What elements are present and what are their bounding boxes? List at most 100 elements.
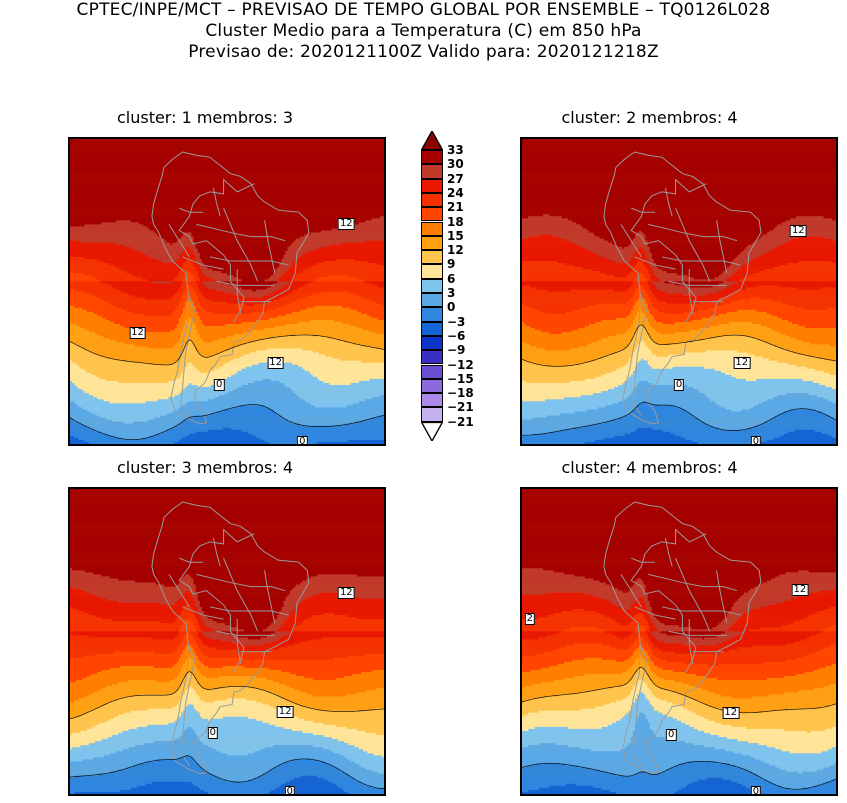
map-plot-cluster-4[interactable]: 212120015N10N5NEQ5S10S15S20S25S30S35S40S… xyxy=(520,487,838,796)
contour-label: 12 xyxy=(337,586,355,599)
y-axis-tick xyxy=(68,591,70,592)
y-axis-tick xyxy=(68,200,70,201)
y-axis-tick xyxy=(68,424,70,425)
y-axis-tick xyxy=(68,692,70,693)
panel-cluster-3: cluster: 3 membros: 4 12120015N10N5NEQ5S… xyxy=(0,458,410,803)
x-axis-tick xyxy=(258,794,259,796)
y-axis-tick xyxy=(520,753,522,754)
colorbar-under-arrow xyxy=(421,421,443,441)
x-axis-tick xyxy=(87,794,88,796)
x-axis-tick xyxy=(744,444,745,446)
colorbar-tick-label: 0 xyxy=(447,300,456,315)
y-axis-tick xyxy=(68,550,70,551)
x-axis-tick xyxy=(641,794,642,796)
y-axis-tick xyxy=(68,774,70,775)
x-axis-tick xyxy=(360,794,361,796)
x-axis-tick xyxy=(607,794,608,796)
temperature-field-cluster-4 xyxy=(522,489,836,794)
colorbar-swatch xyxy=(421,321,443,336)
y-axis-tick xyxy=(68,509,70,510)
colorbar-tick-label: 33 xyxy=(447,143,464,157)
y-axis-tick xyxy=(68,220,70,221)
y-axis-tick xyxy=(520,591,522,592)
x-axis-tick xyxy=(573,794,574,796)
panel-title-cluster-1: cluster: 1 membros: 3 xyxy=(116,108,294,127)
colorbar-swatch xyxy=(421,221,443,236)
temperature-colorbar[interactable]: 33 30 27 24 21 18 15 12 9 6 3 0 −3 −6 −9 −12 −15 −18 −21 −2… xyxy=(421,131,481,441)
colorbar-swatch xyxy=(421,393,443,408)
y-axis-tick xyxy=(68,383,70,384)
temperature-field-cluster-3 xyxy=(70,489,384,794)
colorbar-swatch xyxy=(421,250,443,265)
contour-label: 12 xyxy=(276,705,294,718)
y-axis-tick xyxy=(68,652,70,653)
x-axis-tick xyxy=(607,444,608,446)
colorbar-tick-label: −18 xyxy=(447,386,474,401)
colorbar-swatch xyxy=(421,207,443,222)
y-axis-tick xyxy=(520,733,522,734)
y-axis-tick xyxy=(520,261,522,262)
contour-label: 0 xyxy=(284,786,295,794)
y-axis-tick xyxy=(520,302,522,303)
x-axis-tick xyxy=(258,444,259,446)
y-axis-tick xyxy=(68,570,70,571)
y-axis-tick xyxy=(520,220,522,221)
y-axis-tick xyxy=(520,241,522,242)
panel-title-cluster-3: cluster: 3 membros: 4 xyxy=(116,458,294,477)
y-axis-tick xyxy=(520,180,522,181)
y-axis-tick xyxy=(520,383,522,384)
colorbar-tick-label: −15 xyxy=(447,371,474,386)
y-axis-tick xyxy=(68,180,70,181)
map-plot-cluster-1[interactable]: 1212120015N10N5NEQ5S10S15S20S25S30S35S40… xyxy=(68,137,386,446)
colorbar-tick-label: 27 xyxy=(447,171,464,186)
y-axis-tick xyxy=(520,611,522,612)
temperature-field-cluster-1 xyxy=(70,139,384,444)
contour-label: 0 xyxy=(750,786,762,794)
y-axis-tick xyxy=(68,159,70,160)
x-axis-tick xyxy=(87,444,88,446)
contour-label: 12 xyxy=(337,218,355,231)
contour-label: 0 xyxy=(665,728,677,741)
colorbar-swatch xyxy=(421,307,443,322)
y-axis-tick xyxy=(520,509,522,510)
colorbar-swatch xyxy=(421,335,443,351)
x-axis-tick xyxy=(676,794,677,796)
contour-label: 12 xyxy=(791,583,809,596)
contour-label: 2 xyxy=(524,612,536,625)
y-axis-tick xyxy=(68,794,70,795)
x-axis-tick xyxy=(573,444,574,446)
colorbar-tick-label: −9 xyxy=(447,343,466,358)
map-plot-cluster-3[interactable]: 12120015N10N5NEQ5S10S15S20S25S30S35S40S4… xyxy=(68,487,386,796)
header-institution-line: CPTEC/INPE/MCT – PREVISAO DE TEMPO GLOBA… xyxy=(76,0,771,20)
colorbar-swatch xyxy=(421,192,443,208)
y-axis-tick xyxy=(68,261,70,262)
map-plot-cluster-2[interactable]: 12120015N10N5NEQ5S10S15S20S25S30S35S40S4… xyxy=(520,137,838,446)
colorbar-tick-label: 24 xyxy=(447,185,464,200)
contour-label: 0 xyxy=(207,727,219,739)
colorbar-tick-label: −21 xyxy=(447,414,474,429)
colorbar-tick-label: −12 xyxy=(447,357,474,372)
y-axis-tick xyxy=(520,530,522,531)
colorbar-tick-label: 21 xyxy=(447,200,464,215)
contour-label: 0 xyxy=(673,378,685,391)
y-axis-tick xyxy=(520,200,522,201)
colorbar-tick-label: −21 xyxy=(447,400,474,415)
colorbar-swatch xyxy=(421,407,443,422)
x-axis-tick xyxy=(155,794,156,796)
y-axis-tick xyxy=(520,342,522,343)
contour-label: 0 xyxy=(297,436,308,444)
y-axis-tick xyxy=(520,631,522,632)
y-axis-tick xyxy=(68,322,70,323)
colorbar-swatch xyxy=(421,378,443,394)
y-axis-tick xyxy=(520,713,522,714)
colorbar-swatch xyxy=(421,164,443,179)
y-axis-tick xyxy=(68,302,70,303)
header-time-line: Previsao de: 2020121100Z Valido para: 20… xyxy=(188,42,659,62)
x-axis-tick xyxy=(224,794,225,796)
y-axis-tick xyxy=(68,530,70,531)
colorbar-tick-label: 3 xyxy=(447,286,456,300)
colorbar-tick-label: 15 xyxy=(447,228,464,243)
colorbar-tick-label: −6 xyxy=(447,328,466,343)
colorbar-tick-label: 30 xyxy=(447,157,464,172)
y-axis-tick xyxy=(520,652,522,653)
